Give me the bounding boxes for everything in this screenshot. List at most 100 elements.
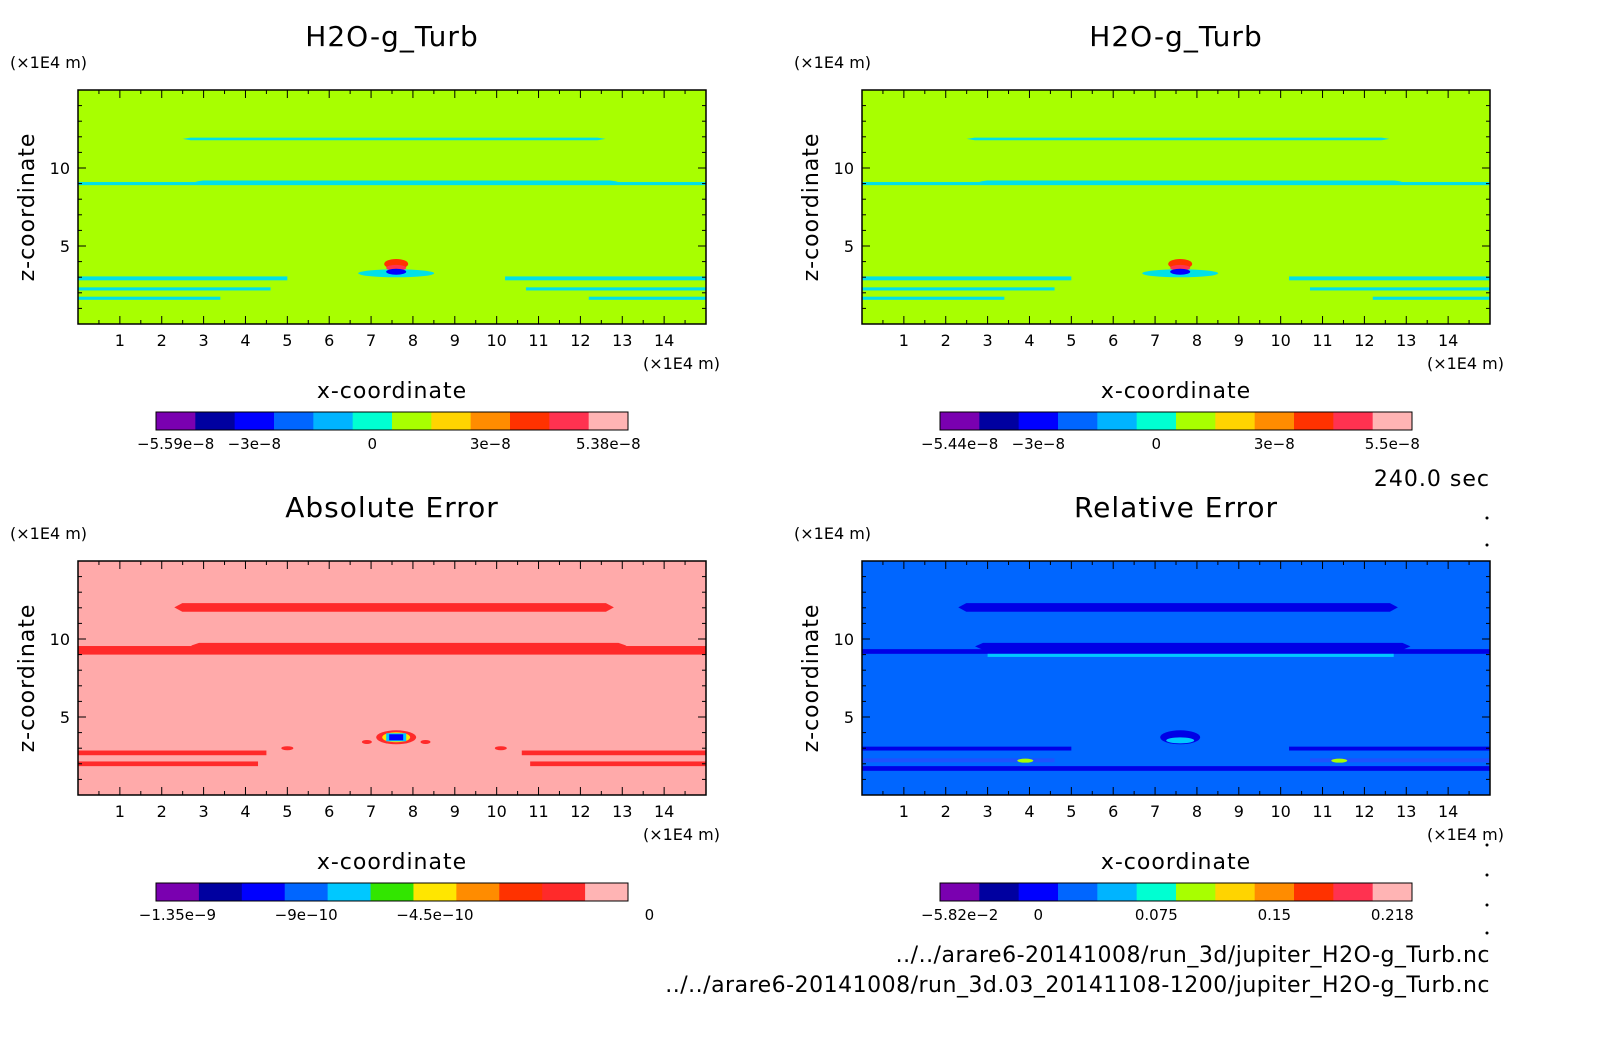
colorbar-segment	[1136, 412, 1177, 430]
colorbar-segment	[940, 412, 980, 430]
x-tick-label: 9	[450, 331, 460, 350]
x-tick-label: 3	[983, 802, 993, 821]
x-tick-label: 13	[1396, 802, 1416, 821]
colorbar-segment	[588, 412, 629, 430]
colorbar-segment	[198, 883, 243, 901]
x-tick-label: 14	[654, 331, 674, 350]
x-tick-label: 2	[941, 331, 951, 350]
x-tick-label: 2	[157, 331, 167, 350]
x-tick-label: 3	[199, 331, 209, 350]
x-tick-label: 7	[366, 331, 376, 350]
x-tick-label: 9	[450, 802, 460, 821]
x-tick-label: 6	[324, 802, 334, 821]
edge-dot	[1485, 873, 1489, 877]
lower-band-left-1	[862, 746, 1072, 751]
edge-dot	[1485, 543, 1489, 547]
x-axis-label: x-coordinate	[1101, 850, 1251, 875]
y-tick-label: 5	[844, 237, 854, 256]
field-background	[862, 90, 1490, 324]
colorbar-label: −5.59e−8	[137, 435, 214, 453]
x-tick-label: 2	[157, 802, 167, 821]
middle-band	[862, 649, 1490, 654]
colorbar-segment	[510, 412, 550, 430]
colorbar-segment	[1018, 883, 1059, 901]
lower-band-right-2	[1309, 287, 1490, 291]
lower-band-right-2	[530, 761, 706, 767]
lower-band-right-3	[1372, 296, 1490, 300]
colorbar-segment	[499, 883, 543, 901]
upper-band	[966, 137, 1390, 141]
y-tick-label: 5	[60, 237, 70, 256]
x-tick-label: 9	[1234, 331, 1244, 350]
spot	[494, 746, 507, 751]
x-tick-label: 11	[528, 331, 548, 350]
edge-dot	[1485, 843, 1489, 847]
lower-band-right-2	[1309, 758, 1490, 763]
x-tick-label: 13	[1396, 331, 1416, 350]
anomaly-negative	[1170, 268, 1191, 275]
colorbar-label: −4.5e−10	[396, 906, 473, 924]
x-tick-label: 13	[612, 802, 632, 821]
lower-band-right-1	[1289, 276, 1490, 281]
colorbar-segment	[1058, 412, 1098, 430]
panel-title: Absolute Error	[285, 491, 499, 524]
colorbar-segment	[195, 412, 236, 430]
colorbar-label: −9e−10	[275, 906, 338, 924]
colorbar-label: 0	[645, 906, 655, 924]
y-tick-label: 10	[50, 159, 70, 178]
y-unit-label: (×1E4 m)	[10, 524, 87, 543]
x-tick-label: 1	[115, 802, 125, 821]
lower-band-left-2	[862, 758, 1055, 763]
field-background	[78, 561, 706, 795]
x-tick-label: 4	[1024, 331, 1034, 350]
colorbar-label: 0	[1152, 435, 1162, 453]
colorbar-segment	[274, 412, 314, 430]
x-unit-label: (×1E4 m)	[643, 354, 720, 373]
colorbar-segment	[370, 883, 414, 901]
y-tick-label: 5	[844, 708, 854, 727]
file-path: ../../arare6-20141008/run_3d/jupiter_H2O…	[896, 943, 1490, 968]
colorbar-segment	[1097, 412, 1138, 430]
x-axis-label: x-coordinate	[1101, 379, 1251, 404]
x-tick-label: 1	[899, 802, 909, 821]
y-axis-label: z-coordinate	[15, 604, 40, 753]
colorbar-segment	[327, 883, 372, 901]
x-tick-label: 11	[528, 802, 548, 821]
colorbar-segment	[1254, 412, 1295, 430]
x-tick-label: 8	[1192, 802, 1202, 821]
y-tick-label: 10	[50, 630, 70, 649]
x-tick-label: 12	[570, 802, 590, 821]
panel-title: Relative Error	[1074, 491, 1278, 524]
x-tick-label: 8	[408, 802, 418, 821]
lower-band-left-1	[78, 276, 288, 281]
x-tick-label: 4	[240, 802, 250, 821]
colorbar-label: −5.82e−2	[921, 906, 998, 924]
x-tick-label: 3	[983, 331, 993, 350]
y-tick-label: 5	[60, 708, 70, 727]
middle-band-edge	[979, 180, 1403, 183]
colorbar-segment	[585, 883, 629, 901]
anomaly-negative	[386, 268, 407, 275]
x-tick-label: 7	[1150, 802, 1160, 821]
colorbar-frame	[155, 411, 629, 431]
field-layer	[78, 561, 706, 795]
x-tick-label: 1	[899, 331, 909, 350]
x-tick-label: 8	[408, 331, 418, 350]
colorbar-label: 3e−8	[470, 435, 511, 453]
colorbar-segment	[549, 412, 590, 430]
colorbar-segment	[940, 883, 980, 901]
y-tick-label: 10	[834, 159, 854, 178]
colorbar-segment	[156, 412, 196, 430]
panel-title: H2O-g_Turb	[1089, 20, 1262, 53]
colorbar-segment	[413, 883, 457, 901]
colorbar-segment	[1097, 883, 1138, 901]
colorbar-segment	[1294, 883, 1334, 901]
middle-band-light	[987, 653, 1394, 657]
colorbar-segment	[1294, 412, 1334, 430]
panel-1: H2O-g_Turb(×1E4 m)(×1E4 m)1 2 3 4 5 6 7 8 9 10 11 1…	[10, 20, 720, 453]
y-unit-label: (×1E4 m)	[10, 53, 87, 72]
colorbar-segment	[431, 412, 472, 430]
colorbar-segment	[979, 412, 1020, 430]
colorbar-label: 0.075	[1135, 906, 1178, 924]
field-layer	[78, 90, 706, 324]
